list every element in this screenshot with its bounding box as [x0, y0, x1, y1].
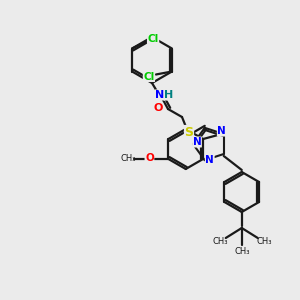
Text: CH₃: CH₃ [234, 248, 250, 256]
Text: N: N [193, 137, 201, 147]
Text: Cl: Cl [148, 34, 159, 44]
Text: O: O [145, 153, 154, 163]
Text: CH₃: CH₃ [121, 154, 136, 163]
Text: H: H [164, 90, 174, 100]
Text: N: N [155, 90, 165, 100]
Text: N: N [218, 126, 226, 136]
Text: N: N [206, 155, 214, 165]
Text: O: O [153, 103, 163, 113]
Text: CH₃: CH₃ [212, 238, 227, 247]
Text: S: S [184, 125, 194, 139]
Text: CH₃: CH₃ [256, 238, 272, 247]
Text: Cl: Cl [143, 71, 155, 82]
